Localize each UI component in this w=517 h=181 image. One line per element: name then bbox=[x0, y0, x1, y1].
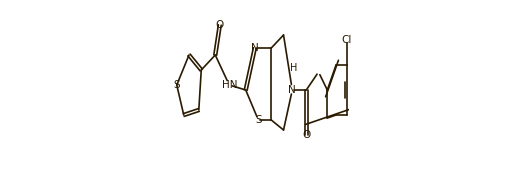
Text: H: H bbox=[291, 63, 298, 73]
Text: N: N bbox=[251, 43, 258, 53]
Text: S: S bbox=[173, 80, 180, 90]
Text: O: O bbox=[302, 130, 310, 140]
Text: Cl: Cl bbox=[341, 35, 352, 45]
Text: HN: HN bbox=[221, 80, 237, 90]
Text: O: O bbox=[216, 20, 224, 30]
Text: N: N bbox=[288, 85, 296, 95]
Text: S: S bbox=[255, 115, 262, 125]
